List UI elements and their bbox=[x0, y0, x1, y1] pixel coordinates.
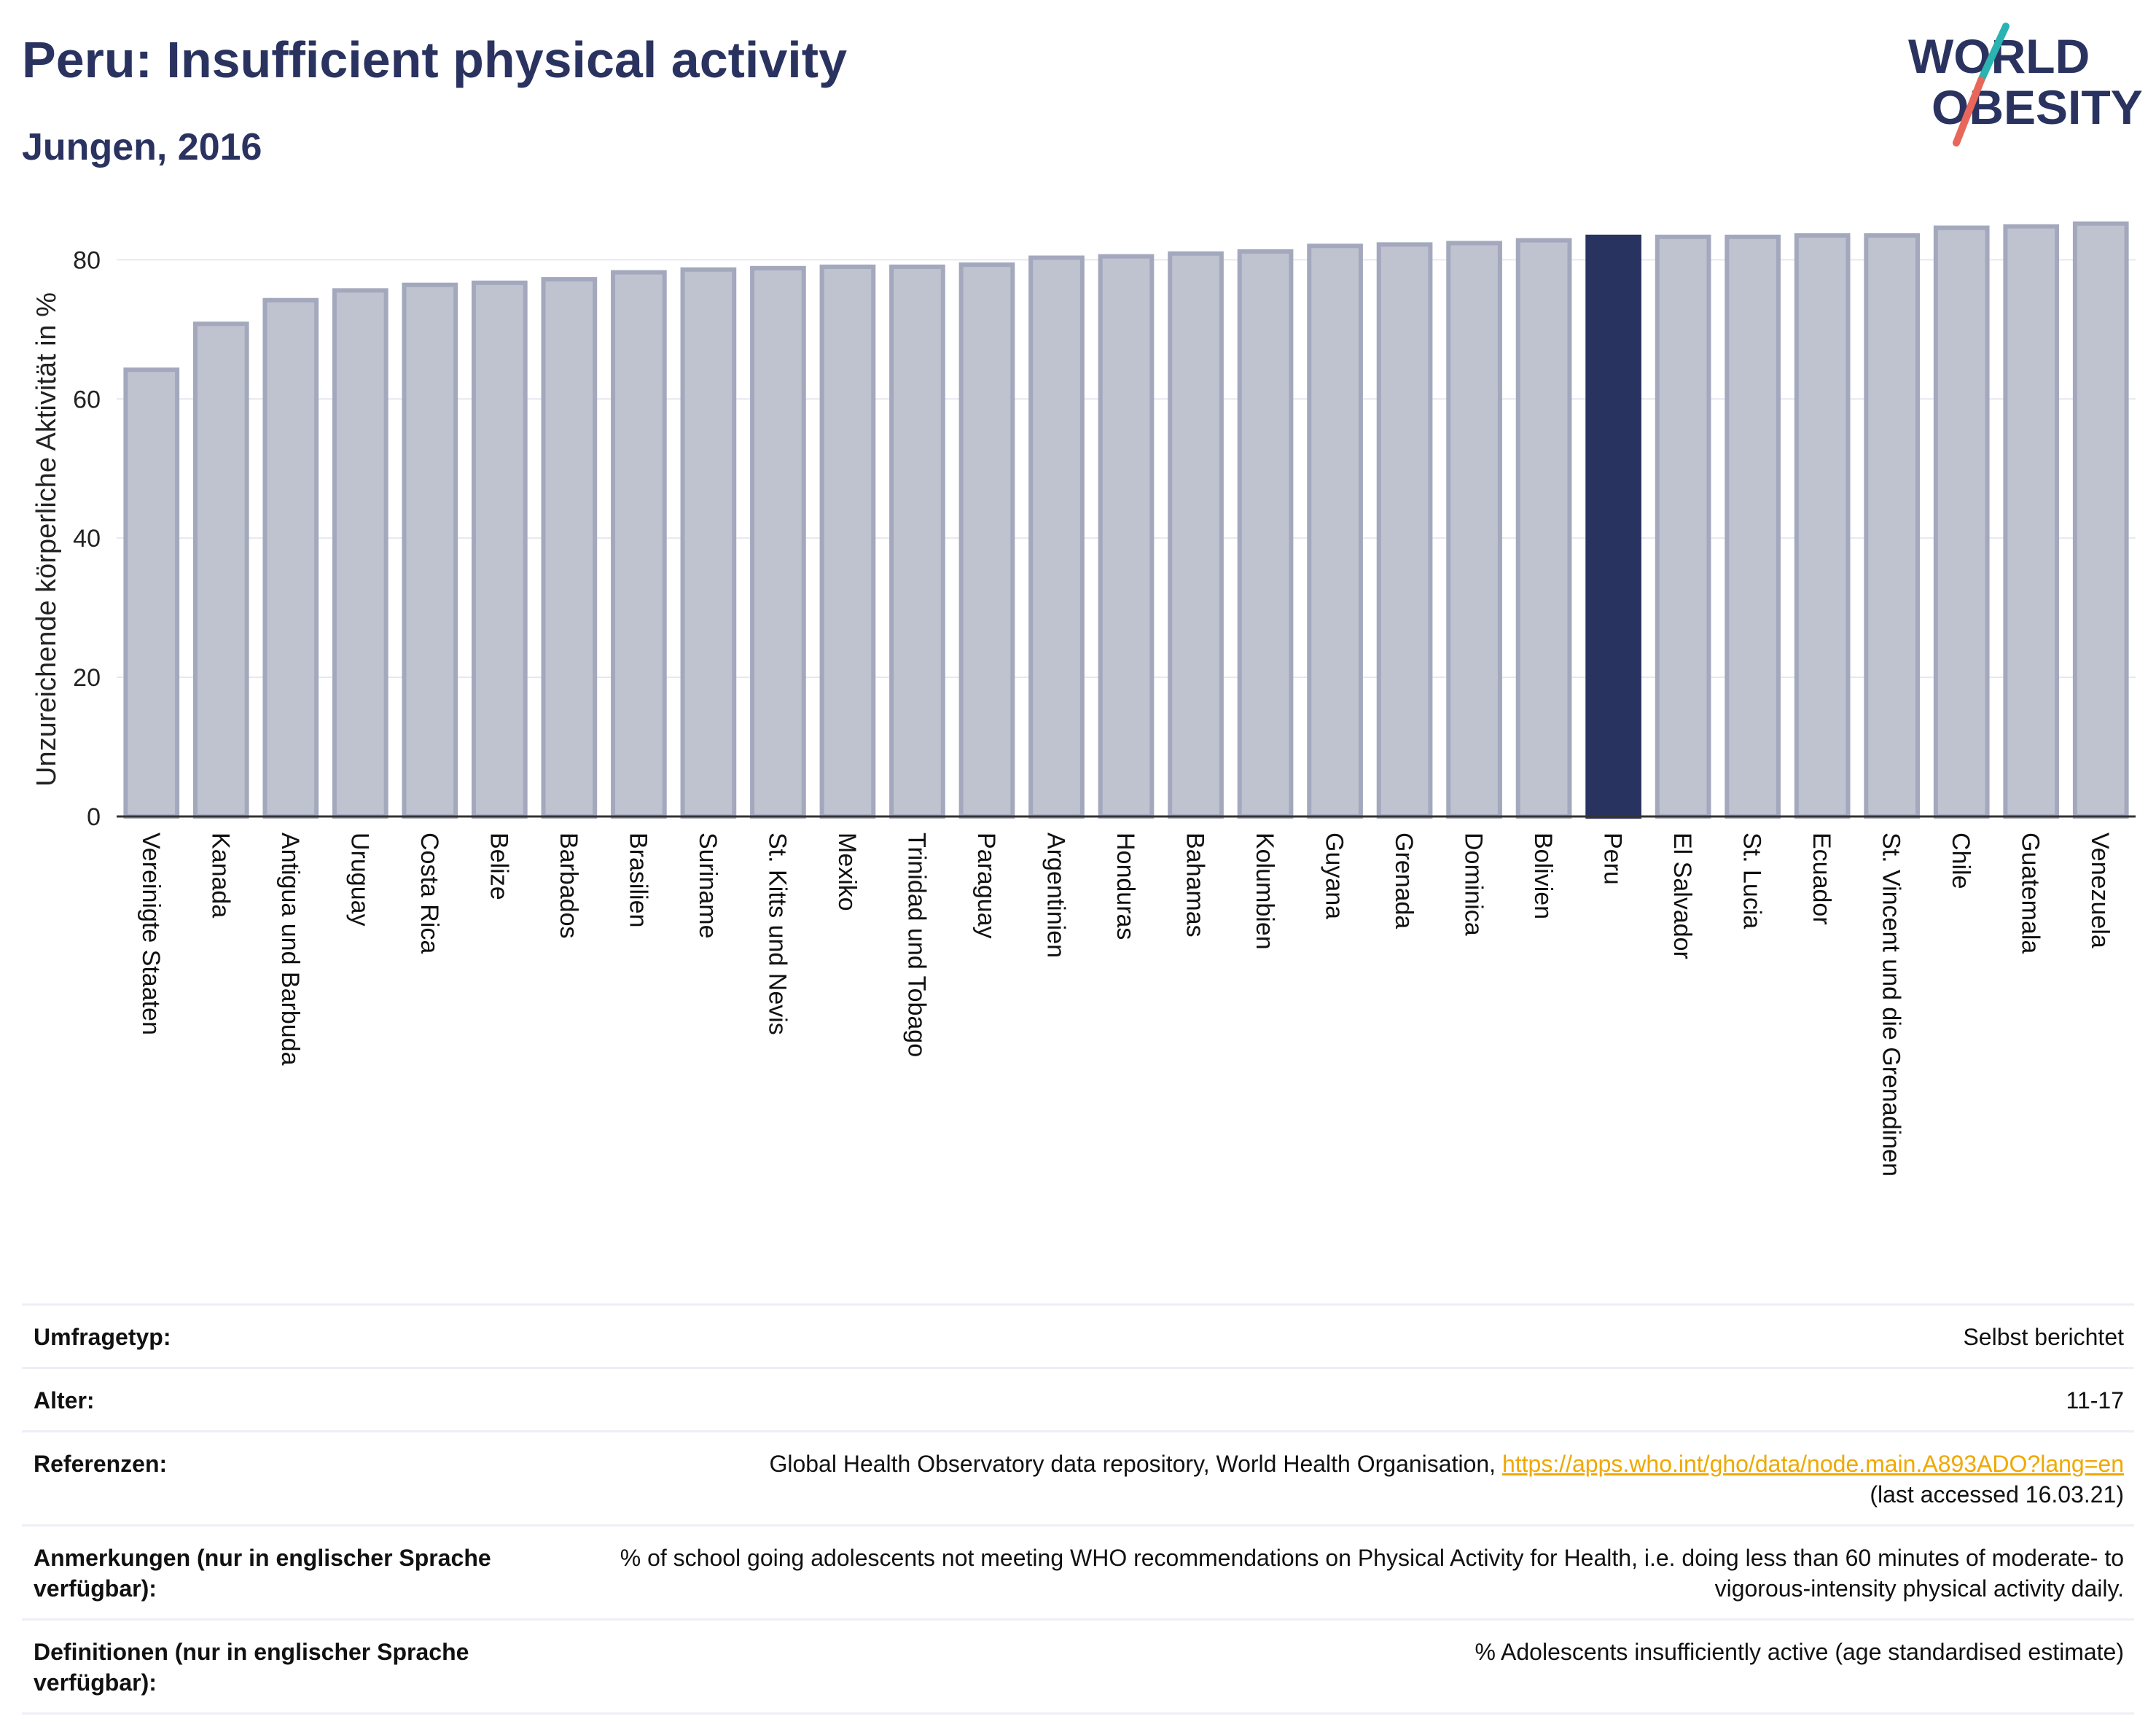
bar bbox=[750, 265, 806, 819]
bar bbox=[1515, 238, 1572, 819]
x-tick-label: Costa Rica bbox=[415, 833, 443, 954]
meta-value: % Adolescents insufficiently active (age… bbox=[1475, 1639, 2124, 1665]
meta-value: 11-17 bbox=[2066, 1387, 2124, 1414]
bar bbox=[1307, 243, 1363, 819]
bar bbox=[1376, 242, 1433, 819]
bar bbox=[1794, 233, 1851, 819]
x-tick-label: El Salvador bbox=[1668, 833, 1696, 959]
meta-row-references: Referenzen: Global Health Observatory da… bbox=[22, 1430, 2134, 1524]
bar bbox=[192, 321, 249, 819]
x-tick-label: Belize bbox=[485, 833, 512, 900]
bar bbox=[889, 264, 945, 819]
x-tick-label: Trinidad und Tobago bbox=[902, 833, 930, 1057]
meta-value: % of school going adolescents not meetin… bbox=[620, 1545, 2124, 1602]
y-tick-label: 60 bbox=[73, 386, 101, 413]
bar bbox=[2072, 221, 2129, 819]
x-tick-label: Uruguay bbox=[345, 833, 373, 927]
x-tick-label: Peru bbox=[1599, 833, 1627, 885]
bar bbox=[262, 297, 319, 819]
bar bbox=[958, 262, 1015, 819]
meta-row-age: Alter: 11-17 bbox=[22, 1367, 2134, 1430]
x-tick-label: Kanada bbox=[206, 833, 234, 918]
bar bbox=[611, 270, 667, 819]
bar bbox=[1725, 234, 1781, 819]
x-tick-label: Chile bbox=[1947, 833, 1975, 889]
y-tick-label: 40 bbox=[73, 525, 101, 553]
x-tick-label: Honduras bbox=[1112, 833, 1139, 940]
meta-label: Anmerkungen (nur in englischer Sprache v… bbox=[34, 1545, 491, 1602]
reference-accessed: (last accessed 16.03.21) bbox=[1870, 1481, 2124, 1508]
y-tick-label: 0 bbox=[87, 803, 101, 831]
y-tick-label: 20 bbox=[73, 664, 101, 692]
bar bbox=[402, 282, 458, 819]
meta-value-references: Global Health Observatory data repositor… bbox=[544, 1449, 2124, 1510]
bar bbox=[1933, 225, 1990, 819]
logo-slash-coral bbox=[1953, 77, 1985, 147]
x-tick-label: Mexiko bbox=[833, 833, 861, 911]
x-tick-label: Grenada bbox=[1390, 833, 1418, 929]
x-tick-label: Kolumbien bbox=[1251, 833, 1278, 950]
world-obesity-logo: WORLD OBESITY bbox=[1908, 23, 2143, 147]
bar-chart: 0 20 40 60 80 Unzureichende körperliche Aktiv… bbox=[31, 221, 2136, 1177]
x-tick-label: Dominica bbox=[1460, 833, 1488, 936]
bar bbox=[332, 288, 388, 819]
bar bbox=[1446, 241, 1502, 819]
meta-label: Definitionen (nur in englischer Sprache … bbox=[34, 1639, 469, 1696]
bar bbox=[1098, 254, 1155, 819]
x-tick-label: Argentinien bbox=[1042, 833, 1069, 958]
page-title: Peru: Insufficient physical activity bbox=[22, 31, 847, 88]
bar bbox=[1168, 251, 1224, 819]
metadata-table: Umfragetyp: Selbst berichtet Alter: 11-1… bbox=[22, 1303, 2134, 1715]
meta-label: Umfragetyp: bbox=[34, 1324, 171, 1350]
bar bbox=[2003, 224, 2060, 819]
meta-value: Selbst berichtet bbox=[1963, 1324, 2124, 1350]
bar bbox=[1585, 234, 1641, 819]
meta-row-definitions: Definitionen (nur in englischer Sprache … bbox=[22, 1618, 2134, 1715]
x-tick-label: St. Lucia bbox=[1738, 833, 1766, 929]
meta-label: Referenzen: bbox=[34, 1451, 168, 1477]
x-tick-label: Ecuador bbox=[1808, 833, 1835, 925]
bar bbox=[1028, 255, 1085, 819]
bar bbox=[1237, 249, 1294, 819]
x-tick-label: Brasilien bbox=[624, 833, 652, 927]
x-tick-label: St. Kitts und Nevis bbox=[763, 833, 791, 1035]
y-tick-label: 80 bbox=[73, 246, 101, 274]
x-tick-label: Suriname bbox=[694, 833, 722, 939]
bar bbox=[1864, 233, 1921, 819]
page-subtitle: Jungen, 2016 bbox=[22, 126, 262, 168]
bar bbox=[1655, 234, 1711, 819]
y-axis-label: Unzureichende körperliche Aktivität in % bbox=[31, 292, 62, 787]
bar bbox=[819, 264, 876, 819]
x-tick-label: Venezuela bbox=[2086, 833, 2114, 948]
x-tick-label: Barbados bbox=[555, 833, 582, 939]
bar bbox=[472, 280, 528, 819]
meta-label: Alter: bbox=[34, 1387, 95, 1414]
reference-link[interactable]: https://apps.who.int/gho/data/node.main.… bbox=[1501, 1451, 2124, 1477]
x-tick-label: Bahamas bbox=[1181, 833, 1209, 937]
x-tick-label: Bolivien bbox=[1529, 833, 1557, 919]
bar bbox=[123, 367, 180, 819]
reference-text: Global Health Observatory data repositor… bbox=[769, 1451, 1502, 1477]
x-tick-label: Antigua und Barbuda bbox=[276, 833, 304, 1066]
x-tick-label: Paraguay bbox=[972, 833, 1000, 939]
meta-row-survey-type: Umfragetyp: Selbst berichtet bbox=[22, 1303, 2134, 1367]
x-tick-label: Vereinigte Staaten bbox=[137, 833, 165, 1035]
bar bbox=[680, 267, 737, 819]
x-tick-label: Guyana bbox=[1321, 833, 1348, 919]
meta-row-notes: Anmerkungen (nur in englischer Sprache v… bbox=[22, 1524, 2134, 1618]
bar bbox=[541, 277, 598, 819]
x-tick-label: St. Vincent und die Grenadinen bbox=[1878, 833, 1905, 1177]
logo-slash-teal bbox=[1977, 23, 2009, 84]
x-tick-label: Guatemala bbox=[2017, 833, 2044, 954]
